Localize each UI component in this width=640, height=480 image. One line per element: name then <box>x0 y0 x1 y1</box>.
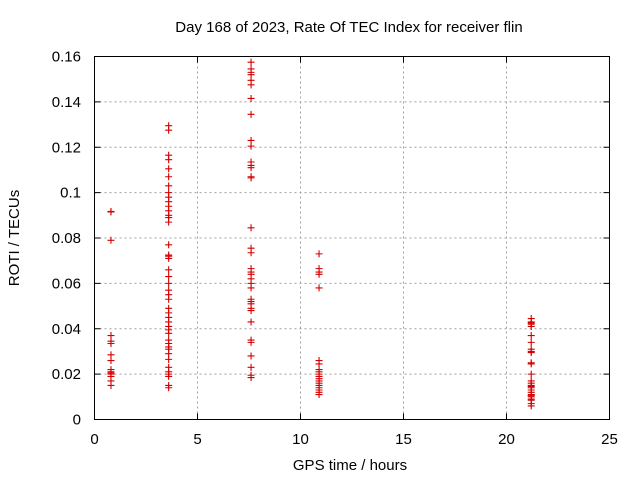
data-point <box>247 142 255 150</box>
data-point <box>107 207 115 215</box>
x-tick-label: 20 <box>498 431 515 448</box>
data-point <box>165 279 173 287</box>
data-point <box>247 174 255 182</box>
data-point <box>165 273 173 281</box>
data-point <box>165 384 173 392</box>
data-point <box>247 307 255 315</box>
y-tick-label: 0.1 <box>60 185 81 202</box>
data-point <box>247 164 255 172</box>
y-tick-label: 0.14 <box>52 94 81 111</box>
data-point <box>165 156 173 164</box>
data-point <box>247 249 255 257</box>
data-point <box>247 284 255 292</box>
y-tick-label: 0.02 <box>52 366 81 383</box>
series-cluster-4 <box>315 250 323 399</box>
data-point <box>247 94 255 102</box>
x-tick-label: 0 <box>90 431 98 448</box>
data-point <box>165 254 173 262</box>
data-point <box>247 338 255 346</box>
y-tick-label: 0.08 <box>52 230 81 247</box>
data-point <box>527 360 535 368</box>
data-point <box>527 370 535 378</box>
data-point <box>107 357 115 365</box>
data-point <box>527 332 535 340</box>
chart-title: Day 168 of 2023, Rate Of TEC Index for r… <box>175 19 522 36</box>
data-point <box>165 218 173 226</box>
x-tick-label: 10 <box>292 431 309 448</box>
data-point <box>315 284 323 292</box>
data-point <box>165 241 173 249</box>
data-point <box>247 224 255 232</box>
data-point <box>527 402 535 410</box>
data-point <box>165 126 173 134</box>
series-cluster-1 <box>107 207 115 389</box>
data-point <box>165 182 173 190</box>
data-point <box>315 270 323 278</box>
x-tick-label: 15 <box>395 431 412 448</box>
data-point <box>165 329 173 337</box>
data-point <box>165 295 173 303</box>
x-axis-label: GPS time / hours <box>293 457 407 474</box>
data-point <box>165 165 173 173</box>
series-cluster-2 <box>165 122 173 392</box>
data-point <box>165 355 173 363</box>
data-point <box>107 381 115 389</box>
series-cluster-5 <box>527 315 535 410</box>
y-tick-label: 0.12 <box>52 139 81 156</box>
y-tick-label: 0.04 <box>52 321 81 338</box>
y-tick-label: 0.16 <box>52 49 81 66</box>
data-point <box>247 81 255 89</box>
data-point <box>315 250 323 258</box>
data-point <box>165 173 173 181</box>
data-point <box>247 318 255 326</box>
x-tick-label: 25 <box>601 431 618 448</box>
data-points <box>107 58 535 410</box>
data-point <box>527 349 535 357</box>
plot-frame <box>94 56 610 420</box>
data-point <box>165 372 173 380</box>
data-point <box>107 236 115 244</box>
data-point <box>247 374 255 382</box>
y-tick-label: 0 <box>73 412 81 429</box>
data-point <box>247 363 255 371</box>
y-axis-label: ROTI / TECUs <box>6 190 23 286</box>
data-point <box>315 391 323 399</box>
axis-ticks: 0 5 10 15 20 25 0 0.02 0.04 0.06 0.08 0.1 0.12 0.14 0.… <box>52 49 618 449</box>
data-point <box>247 352 255 360</box>
data-point <box>247 110 255 118</box>
data-point <box>107 339 115 347</box>
data-point <box>527 322 535 330</box>
data-point <box>247 58 255 66</box>
grid-lines <box>94 56 610 420</box>
series-cluster-3 <box>247 58 255 382</box>
data-point <box>527 338 535 346</box>
y-tick-label: 0.06 <box>52 275 81 292</box>
x-tick-label: 5 <box>193 431 201 448</box>
data-point <box>165 266 173 274</box>
